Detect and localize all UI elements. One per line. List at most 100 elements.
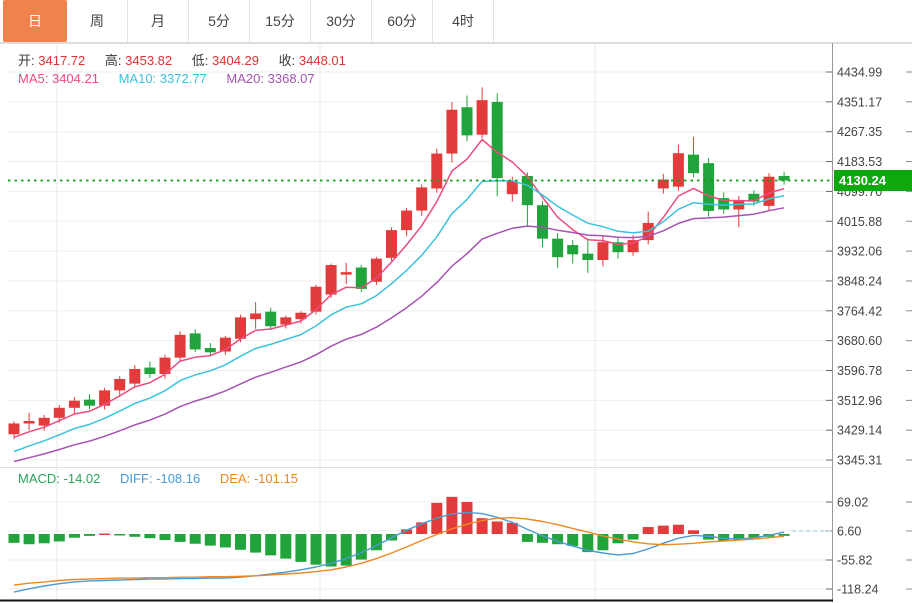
candle-body[interactable] [114,378,126,391]
tab-60min[interactable]: 60分 [372,0,433,42]
tab-month[interactable]: 月 [128,0,189,42]
candle-body[interactable] [310,286,322,312]
macd-axis-label: 69.02 [837,496,868,510]
candle-body[interactable] [733,200,745,210]
candle-body[interactable] [23,421,35,424]
tab-month-label: 月 [151,13,165,29]
open-label: 开: [18,53,35,68]
macd-bar [733,534,745,539]
candle-body[interactable] [295,312,307,320]
low-value: 3404.29 [212,53,259,68]
candle-body[interactable] [582,253,594,261]
candle-body[interactable] [763,176,775,206]
candle-body[interactable] [718,198,730,210]
macd-bar [446,496,458,534]
tab-day[interactable]: 日 [3,0,67,42]
candle-body[interactable] [627,240,639,253]
macd-bar [250,534,262,553]
candle-body[interactable] [506,181,518,195]
candle-body[interactable] [748,193,760,202]
candle-body[interactable] [521,175,533,206]
candle-body[interactable] [99,390,111,406]
candle-body[interactable] [416,187,428,211]
candle-body[interactable] [204,347,216,353]
candle-body[interactable] [386,230,397,258]
candle-body[interactable] [340,272,352,275]
macd-bar [295,534,307,562]
macd-bar [582,534,594,553]
candle-body[interactable] [461,107,473,136]
macd-bar [174,534,186,542]
tab-5min[interactable]: 5分 [189,0,250,42]
candle-body[interactable] [552,238,564,258]
candle-body[interactable] [446,109,458,154]
candle-body[interactable] [250,313,262,320]
macd-bar [114,534,126,536]
candle-body[interactable] [491,101,503,179]
candle-body[interactable] [657,179,669,189]
macd-histogram[interactable] [8,496,790,567]
candle-body[interactable] [68,400,80,408]
candle-body[interactable] [431,153,443,189]
candle-body[interactable] [235,317,246,339]
candle-body[interactable] [325,265,337,295]
candle-body[interactable] [537,205,548,239]
candle-body[interactable] [144,367,156,374]
macd-bar [355,534,367,560]
macd-axis: 69.02 6.60 -55.82 -118.24 [826,496,912,597]
candle-body[interactable] [8,423,20,435]
macd-bar [521,534,533,542]
macd-bar [642,527,654,534]
candle-body[interactable] [53,407,65,418]
tab-4hour-label: 4时 [452,13,474,29]
candle-body[interactable] [189,333,201,350]
candle-body[interactable] [401,210,413,231]
macd-bar [748,534,760,538]
macd-axis-label: -118.24 [837,583,879,597]
candle-body[interactable] [688,154,699,174]
candle-body[interactable] [84,399,95,406]
ohlc-readout: 开: 3417.72 高: 3453.82 低: 3404.29 收: 3448… [18,50,362,69]
ma20-label: MA20: [226,71,264,86]
close-value: 3448.01 [298,53,346,68]
tab-15min[interactable]: 15分 [250,0,311,42]
candle-body[interactable] [672,153,684,187]
price-axis-label: 4015.88 [837,215,882,229]
tab-30min[interactable]: 30分 [311,0,372,42]
candle-body[interactable] [567,245,579,255]
macd-bar [552,534,564,545]
tab-30min-label: 30分 [326,13,356,29]
candles-group[interactable] [8,87,790,440]
macd-bar [8,534,20,543]
candle-body[interactable] [280,317,292,325]
macd-axis-label: -55.82 [837,554,872,568]
candle-body[interactable] [174,334,186,358]
candle-body[interactable] [703,163,715,211]
candle-body[interactable] [265,311,277,327]
macd-bar [627,534,639,540]
macd-label: MACD: [18,471,60,486]
price-axis-label: 3932.06 [837,245,882,259]
tab-week[interactable]: 周 [67,0,128,42]
candle-body[interactable] [370,258,382,282]
candle-body[interactable] [597,242,609,261]
candle-body[interactable] [355,267,367,289]
ma5-value: 3404.21 [51,71,99,86]
candle-body[interactable] [129,369,141,384]
macd-bar [204,534,216,546]
open-value: 3417.72 [38,53,86,68]
macd-bar [219,534,231,548]
candle-body[interactable] [778,175,790,181]
candle-body[interactable] [476,100,488,135]
candle-body[interactable] [38,417,50,426]
candle-body[interactable] [159,357,171,374]
period-tabbar: 日 周 月 5分 15分 30分 60分 4时 [0,0,912,43]
low-label: 低: [191,53,209,68]
candle-body[interactable] [612,242,624,253]
tab-4hour[interactable]: 4时 [433,0,494,42]
macd-bar [672,524,684,534]
diff-line [13,511,785,593]
candle-body[interactable] [219,337,231,352]
